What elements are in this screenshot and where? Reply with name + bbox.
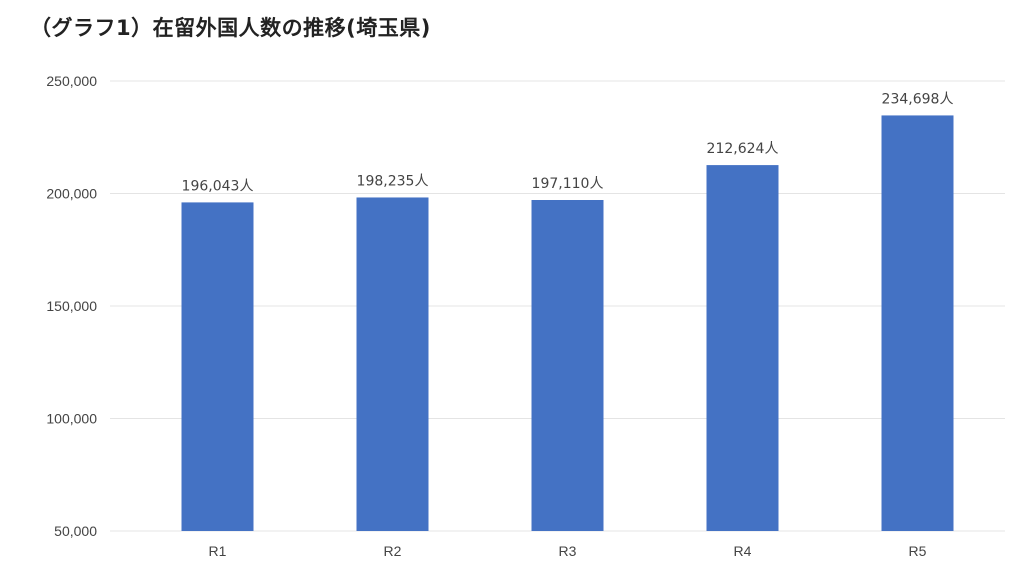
bar-r1 — [181, 202, 254, 531]
data-label-r4: 212,624人 — [707, 141, 779, 157]
x-category-label: R3 — [559, 543, 577, 559]
x-axis-categories: R1 R2 R3 R4 R5 — [209, 543, 927, 559]
data-label-r3: 197,110人 — [532, 176, 604, 192]
y-tick-label: 100,000 — [46, 411, 97, 427]
bar-r2 — [356, 197, 429, 531]
data-labels: 196,043人 198,235人 197,110人 212,624人 234,698人 — [182, 91, 954, 194]
x-category-label: R4 — [734, 543, 752, 559]
y-tick-label: 200,000 — [46, 186, 97, 202]
y-tick-label: 150,000 — [46, 298, 97, 314]
y-axis-ticks: 50,000 100,000 150,000 200,000 250,000 — [46, 73, 97, 539]
x-category-label: R1 — [209, 543, 227, 559]
y-tick-label: 50,000 — [54, 523, 97, 539]
x-category-label: R5 — [909, 543, 927, 559]
bar-r4 — [706, 165, 779, 531]
y-tick-label: 250,000 — [46, 73, 97, 89]
data-label-r5: 234,698人 — [882, 91, 954, 107]
data-label-r2: 198,235人 — [357, 173, 429, 189]
x-category-label: R2 — [384, 543, 402, 559]
bars — [181, 115, 954, 531]
bar-r3 — [531, 200, 604, 531]
chart-title: （グラフ1）在留外国人数の推移(埼玉県) — [30, 16, 431, 40]
bar-r5 — [881, 115, 954, 531]
data-label-r1: 196,043人 — [182, 178, 254, 194]
